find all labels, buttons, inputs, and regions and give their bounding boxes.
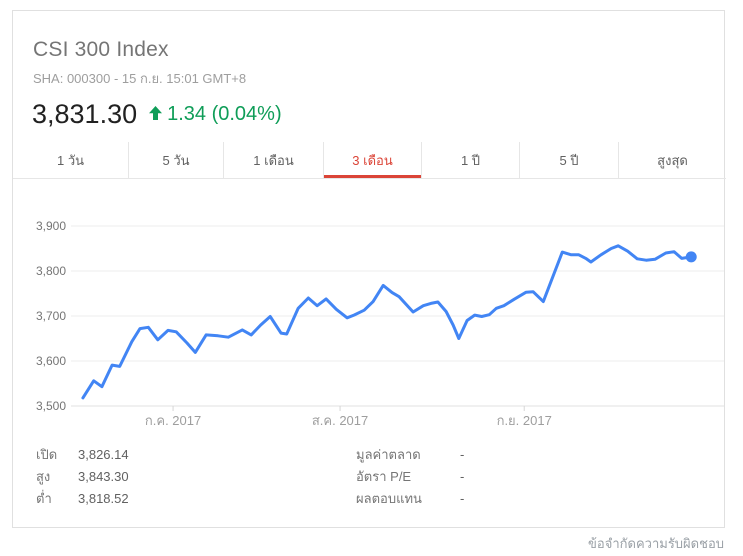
tab-1-day[interactable]: 1 วัน [56, 152, 85, 168]
svg-text:3,500: 3,500 [36, 399, 66, 413]
stat-open-value: 3,826.14 [78, 446, 129, 462]
tab-max[interactable]: สูงสุด [618, 142, 726, 178]
svg-text:3,800: 3,800 [36, 264, 66, 278]
svg-text:ส.ค. 2017: ส.ค. 2017 [312, 413, 368, 428]
tab-3-month[interactable]: 3 เดือน [323, 142, 421, 178]
arrow-up-icon [149, 106, 163, 125]
page-title: CSI 300 Index [33, 38, 169, 61]
price-row: 3,831.30 1.34 (0.04%) [32, 99, 282, 130]
price-chart[interactable]: 3,900 3,800 3,700 3,600 3,500 ก.ค. 2017 ส.ค. 2… [13, 201, 726, 439]
ticker-subtitle: SHA: 000300 - 15 ก.ย. 15:01 GMT+8 [33, 71, 247, 86]
tab-5-day[interactable]: 5 วัน [128, 142, 223, 178]
stat-pe-ratio-label: อัตรา P/E [356, 468, 412, 484]
stat-market-cap-label: มูลค่าตลาด [356, 446, 421, 462]
svg-text:ก.ย. 2017: ก.ย. 2017 [497, 413, 552, 428]
svg-text:ก.ค. 2017: ก.ค. 2017 [145, 413, 201, 428]
price-change: 1.34 (0.04%) [167, 103, 282, 125]
tab-1-year[interactable]: 1 ปี [421, 142, 519, 178]
svg-text:3,600: 3,600 [36, 354, 66, 368]
stat-low-label: ต่ำ [36, 490, 52, 506]
stat-low: ต่ำ 3,818.52 [36, 487, 356, 509]
key-stats: เปิด 3,826.14 สูง 3,843.30 ต่ำ 3,818.52 … [36, 443, 464, 509]
svg-text:3,900: 3,900 [36, 219, 66, 233]
stat-market-cap-value: - [460, 446, 465, 462]
stat-pe-ratio-value: - [460, 468, 465, 484]
disclaimer-link[interactable]: ข้อจำกัดความรับผิดชอบ [588, 536, 724, 551]
range-tabs: 1 วัน 5 วัน 1 เดือน 3 เดือน 1 ปี 5 ปี สู… [13, 142, 726, 179]
stat-yield-label: ผลตอบแทน [356, 490, 422, 506]
stats-column-left: เปิด 3,826.14 สูง 3,843.30 ต่ำ 3,818.52 [36, 443, 356, 509]
stat-pe-ratio: อัตรา P/E - [356, 465, 464, 487]
stat-yield: ผลตอบแทน - [356, 487, 464, 509]
current-price: 3,831.30 [32, 99, 138, 129]
stats-column-right: มูลค่าตลาด - อัตรา P/E - ผลตอบแทน - [356, 443, 464, 509]
finance-widget-card: CSI 300 Index SHA: 000300 - 15 ก.ย. 15:0… [12, 10, 726, 528]
svg-text:3,700: 3,700 [36, 309, 66, 323]
stat-high-value: 3,843.30 [78, 468, 129, 484]
stat-yield-value: - [460, 490, 465, 506]
stat-low-value: 3,818.52 [78, 490, 129, 506]
tab-5-year[interactable]: 5 ปี [519, 142, 618, 178]
stat-open: เปิด 3,826.14 [36, 443, 356, 465]
tab-1-month[interactable]: 1 เดือน [223, 142, 323, 178]
stat-high-label: สูง [36, 468, 51, 484]
stat-market-cap: มูลค่าตลาด - [356, 443, 464, 465]
stat-open-label: เปิด [36, 446, 58, 462]
stat-high: สูง 3,843.30 [36, 465, 356, 487]
